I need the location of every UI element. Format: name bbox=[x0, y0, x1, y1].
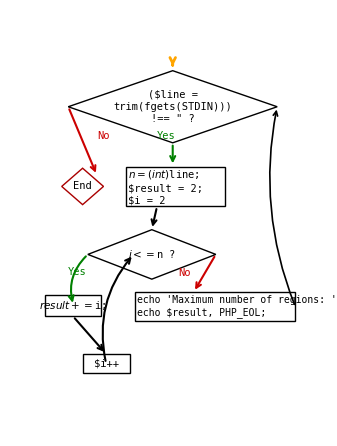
Bar bbox=[45, 295, 101, 316]
Text: $result += $i;: $result += $i; bbox=[39, 299, 106, 312]
Text: $n = (int)$line;
$result = 2;
$i = 2: $n = (int)$line; $result = 2; $i = 2 bbox=[128, 168, 203, 206]
Bar bbox=[135, 292, 296, 322]
Text: ($line =
trim(fgets(STDIN)))
!== " ?: ($line = trim(fgets(STDIN))) !== " ? bbox=[113, 89, 232, 124]
Text: No: No bbox=[97, 131, 110, 141]
Bar bbox=[126, 167, 225, 206]
Text: Yes: Yes bbox=[68, 267, 87, 277]
Text: echo 'Maximum number of regions: ';
echo $result, PHP_EOL;: echo 'Maximum number of regions: '; echo… bbox=[137, 295, 337, 318]
Bar bbox=[83, 354, 130, 373]
Text: Yes: Yes bbox=[157, 131, 176, 141]
Text: $i++: $i++ bbox=[94, 359, 119, 368]
Text: No: No bbox=[178, 268, 191, 278]
Text: End: End bbox=[73, 182, 92, 191]
Text: $i <= $n ?: $i <= $n ? bbox=[128, 248, 176, 260]
